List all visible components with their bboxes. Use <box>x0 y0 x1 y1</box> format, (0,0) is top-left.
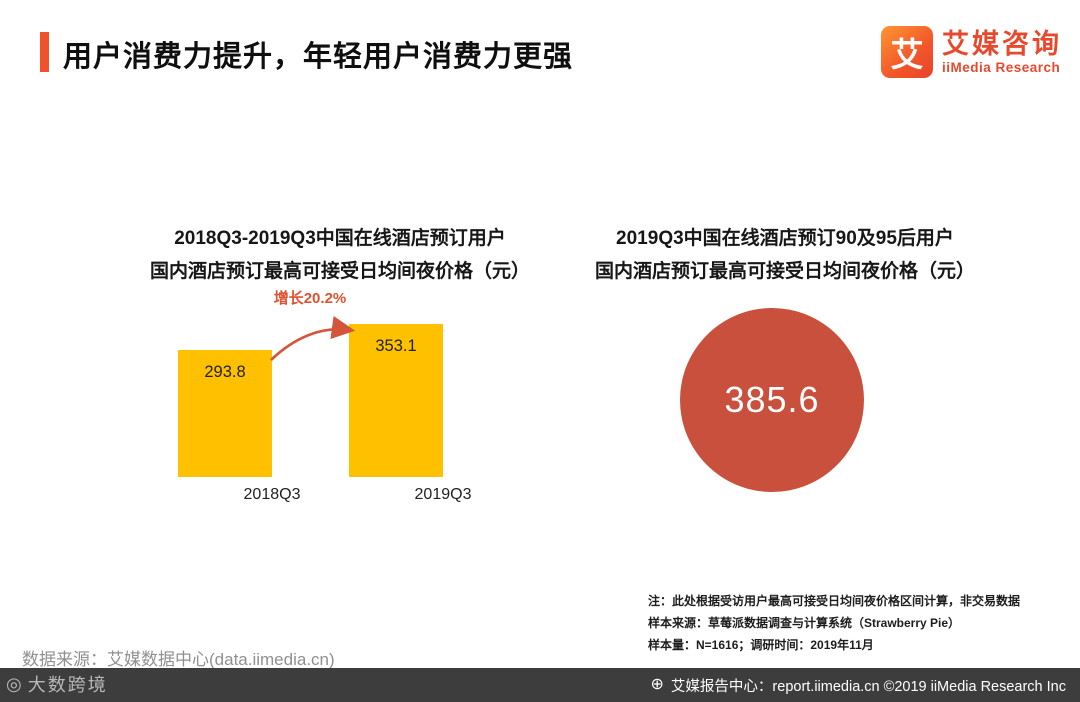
growth-arrow-icon <box>270 316 356 361</box>
bottom-bar: ⊕ 艾媒报告中心：report.iimedia.cn ©2019 iiMedia… <box>0 668 1080 702</box>
watermark-logo-icon: ◎ <box>6 673 24 694</box>
note-line: 样本量：N=1616；调研时间：2019年11月 <box>648 638 874 652</box>
bar-chart-title-line2: 国内酒店预订最高可接受日均间夜价格（元） <box>149 261 530 282</box>
value-circle: 385.6 <box>680 308 864 492</box>
watermark-label: 大数跨境 <box>27 675 108 695</box>
bar-value-label: 293.8 <box>204 363 246 381</box>
brand-name-cn: 艾媒咨询 <box>942 28 1062 59</box>
bar-chart-title: 2018Q3-2019Q3中国在线酒店预订用户 国内酒店预订最高可接受日均间夜价… <box>100 222 580 288</box>
iimedia-logo-icon: 艾 <box>881 26 933 78</box>
bar-chart-plot: 293.8 2018Q3 353.1 2019Q3 <box>100 300 580 503</box>
page-title: 用户消费力提升，年轻用户消费力更强 <box>63 41 574 73</box>
title-accent-bar <box>40 32 49 72</box>
circle-chart-title: 2019Q3中国在线酒店预订90及95后用户 国内酒店预订最高可接受日均间夜价格… <box>565 222 1005 288</box>
note-line: 注：此处根据受访用户最高可接受日均间夜价格区间计算，非交易数据 <box>648 594 1021 608</box>
brand-name-en: iiMedia Research <box>942 59 1061 75</box>
bar-value-label: 353.1 <box>375 337 417 355</box>
iimedia-logo: 艾 艾媒咨询 iiMedia Research <box>881 26 1062 78</box>
circle-chart-title-line2: 国内酒店预订最高可接受日均间夜价格（元） <box>594 261 975 282</box>
circle-chart-title-line1: 2019Q3中国在线酒店预订90及95后用户 <box>616 228 954 249</box>
bar-2018q3: 293.8 2018Q3 <box>178 350 300 503</box>
note-line: 样本来源：草莓派数据调查与计算系统（Strawberry Pie） <box>648 616 961 630</box>
circle-value-label: 385.6 <box>724 379 820 420</box>
bar-2019q3: 353.1 2019Q3 <box>349 324 471 503</box>
iimedia-logo-text: 艾媒咨询 iiMedia Research <box>942 29 1062 76</box>
report-center-label: 艾媒报告中心：report.iimedia.cn ©2019 iiMedia R… <box>670 678 1066 695</box>
growth-annotation: 增长20.2% <box>273 290 347 307</box>
bar-category-label: 2018Q3 <box>243 486 301 503</box>
bar-category-label: 2019Q3 <box>414 486 472 503</box>
bar-chart-title-line1: 2018Q3-2019Q3中国在线酒店预订用户 <box>174 228 506 249</box>
data-source-label: 数据来源：艾媒数据中心(data.iimedia.cn) <box>22 650 335 669</box>
methodology-notes: 注：此处根据受访用户最高可接受日均间夜价格区间计算，非交易数据 样本来源：草莓派… <box>648 590 1020 656</box>
report-center-icon: ⊕ <box>650 676 664 693</box>
watermark: ◎ 大数跨境 <box>6 671 108 697</box>
